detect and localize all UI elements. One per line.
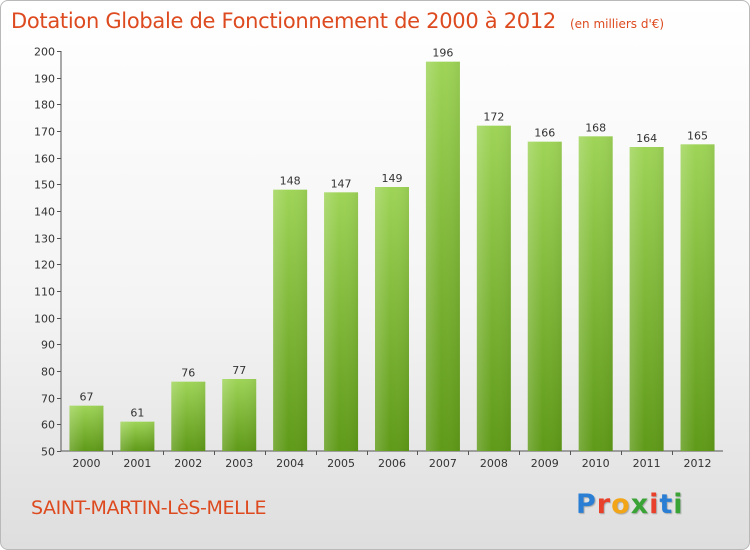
data-label: 172 <box>483 111 504 124</box>
chart-data-labels: 67 61 76 77 148 147 149 196 172 166 168 164 165 <box>79 47 708 420</box>
y-tick-label: 180 <box>34 99 55 112</box>
x-tick-label: 2012 <box>684 457 712 470</box>
commune-name: SAINT-MARTIN-LèS-MELLE <box>31 497 267 519</box>
bar-shine <box>324 192 359 452</box>
bar-shine <box>527 141 562 451</box>
bar-shine <box>222 379 257 451</box>
y-tick-label: 160 <box>34 153 55 166</box>
data-label: 148 <box>280 175 301 188</box>
data-label: 166 <box>534 127 555 140</box>
brand-logo-letter: t <box>659 489 674 520</box>
bar-shine <box>69 405 104 451</box>
x-tick-label: 2004 <box>276 457 304 470</box>
x-tick-label: 2006 <box>378 457 406 470</box>
x-tick-label: 2003 <box>225 457 253 470</box>
bar-shine <box>629 147 664 451</box>
y-tick-label: 130 <box>34 233 55 246</box>
y-tick-label: 140 <box>34 206 55 219</box>
brand-logo-letter: P <box>576 489 597 520</box>
x-tick-label: 2000 <box>72 457 100 470</box>
y-tick-label: 200 <box>34 46 55 59</box>
data-label: 61 <box>130 407 144 420</box>
y-tick-label: 60 <box>41 419 55 432</box>
data-label: 196 <box>432 47 453 60</box>
chart-bars <box>69 61 715 452</box>
y-tick-label: 150 <box>34 179 55 192</box>
bar-shine <box>680 144 715 452</box>
chart-axes: 50 60 70 80 90 100 110 120 130 140 150 160 170 180 190… <box>34 46 723 470</box>
bar-shine <box>120 421 155 451</box>
data-label: 149 <box>382 172 403 185</box>
bar-shine <box>273 189 308 451</box>
data-label: 77 <box>232 364 246 377</box>
bar-shine <box>578 136 613 452</box>
y-tick-label: 190 <box>34 73 55 86</box>
x-tick-label: 2002 <box>174 457 202 470</box>
y-tick-label: 110 <box>34 286 55 299</box>
data-label: 147 <box>331 177 352 190</box>
bar-shine <box>425 61 460 452</box>
y-tick-label: 90 <box>41 339 55 352</box>
x-tick-label: 2008 <box>480 457 508 470</box>
brand-logo-letter: r <box>596 489 612 520</box>
x-tick-label: 2009 <box>531 457 559 470</box>
y-tick-label: 70 <box>41 393 55 406</box>
chart-title: Dotation Globale de Fonctionnement de 20… <box>11 9 664 33</box>
y-tick-label: 120 <box>34 259 55 272</box>
y-tick-label: 100 <box>34 313 55 326</box>
chart-title-text: Dotation Globale de Fonctionnement de 20… <box>11 9 556 33</box>
chart-subtitle: (en milliers d'€) <box>569 17 665 31</box>
brand-logo-letter: o <box>611 489 631 520</box>
y-tick-label: 50 <box>41 446 55 459</box>
data-label: 76 <box>181 367 195 380</box>
brand-logo-letter: x <box>630 489 650 520</box>
data-label: 168 <box>585 121 606 134</box>
brand-logo: Proxiti <box>576 489 684 520</box>
bar-shine <box>476 125 511 452</box>
y-tick-label: 170 <box>34 126 55 139</box>
bar-shine <box>375 187 409 451</box>
brand-logo-letter: i <box>673 489 684 520</box>
bar-shine <box>171 381 206 451</box>
data-label: 67 <box>79 391 93 404</box>
data-label: 164 <box>636 132 657 145</box>
y-tick-label: 80 <box>41 366 55 379</box>
x-tick-label: 2010 <box>582 457 610 470</box>
brand-logo-letter: i <box>649 489 660 520</box>
x-tick-label: 2005 <box>327 457 355 470</box>
data-label: 165 <box>687 129 708 142</box>
x-tick-label: 2007 <box>429 457 457 470</box>
x-tick-label: 2011 <box>633 457 661 470</box>
x-tick-label: 2001 <box>123 457 151 470</box>
